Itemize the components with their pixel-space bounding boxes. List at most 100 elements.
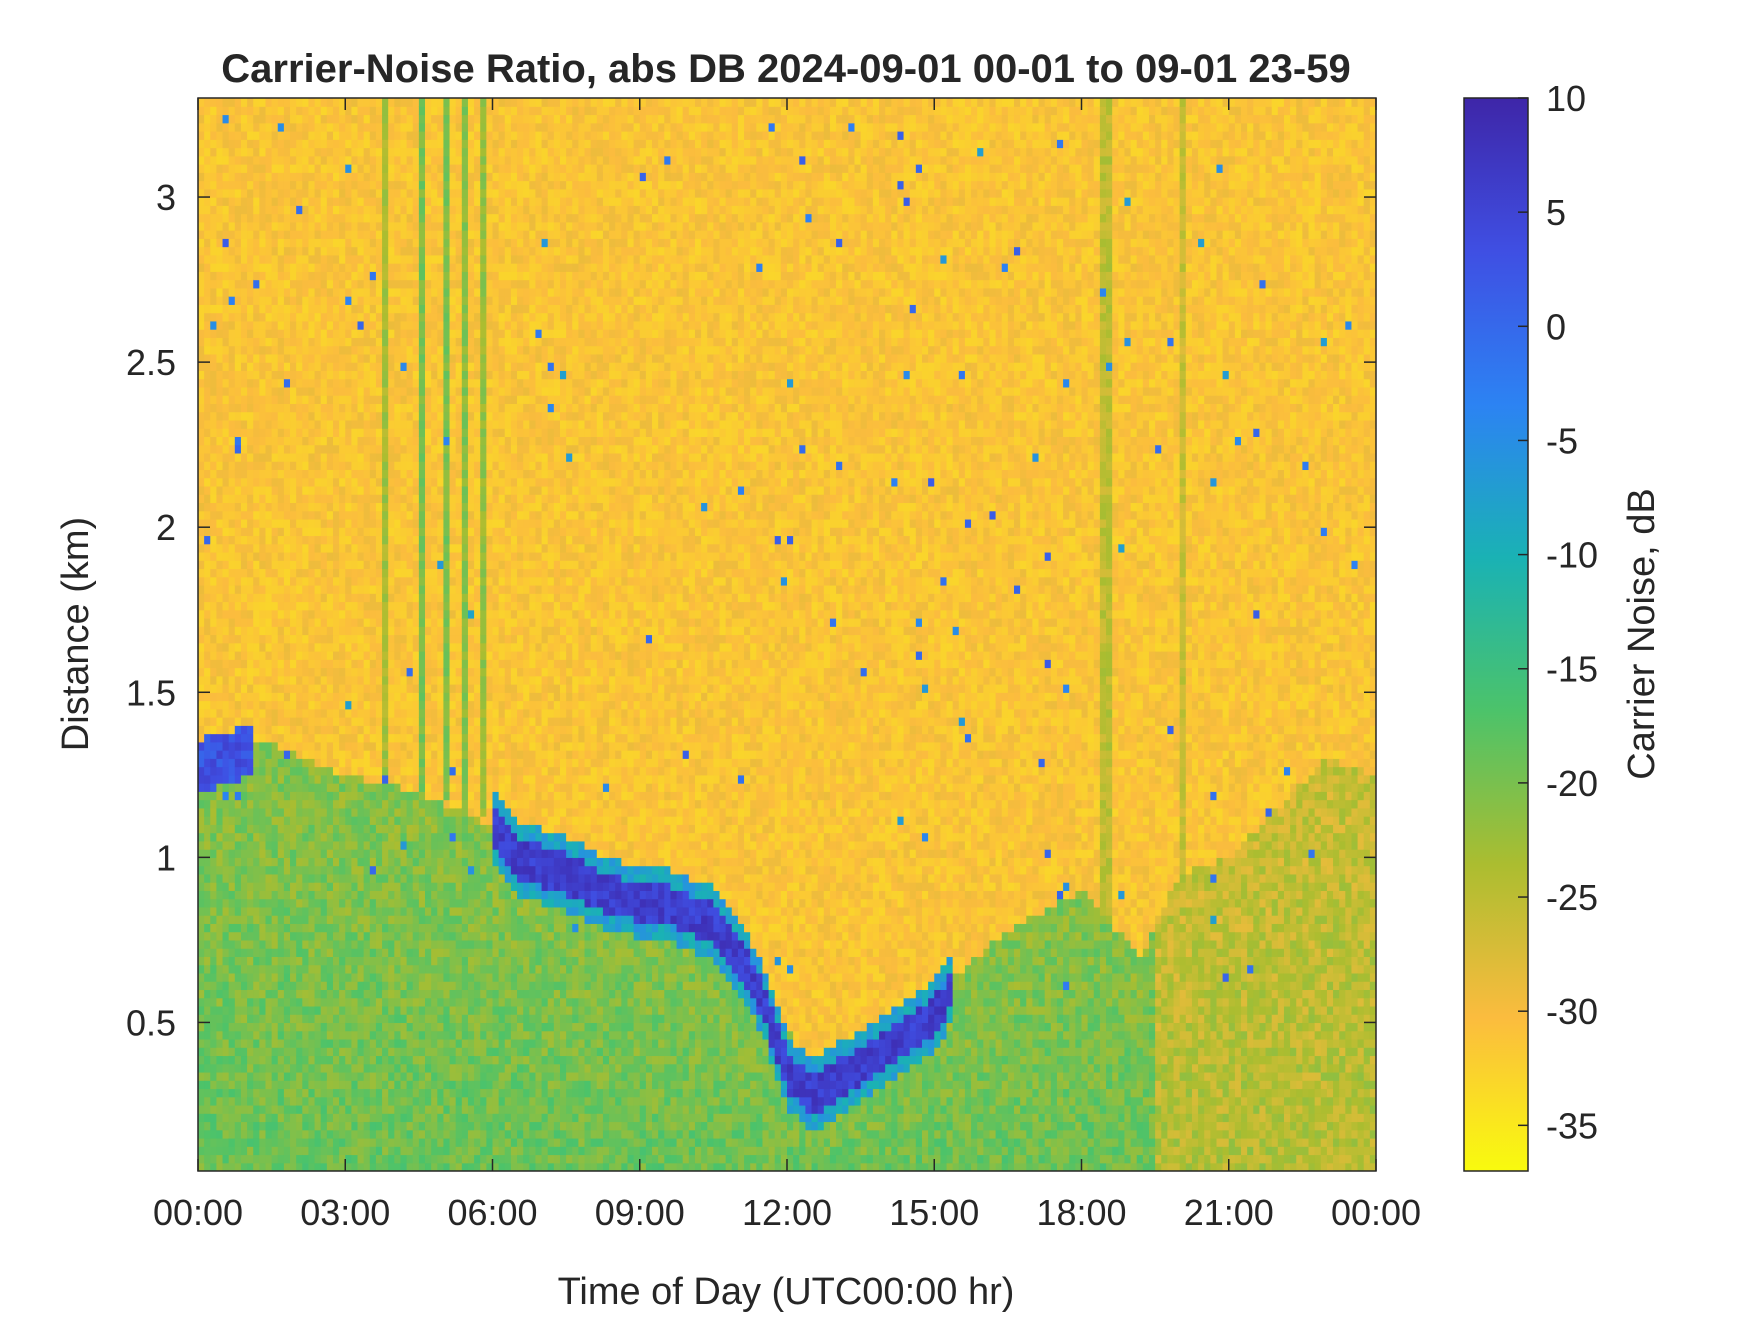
heatmap-cell bbox=[363, 370, 371, 380]
heatmap-cell bbox=[290, 593, 297, 603]
heatmap-cell bbox=[375, 296, 383, 305]
heatmap-cell bbox=[339, 832, 346, 842]
heatmap-cell bbox=[216, 518, 224, 528]
heatmap-cell bbox=[406, 172, 414, 182]
heatmap-cell bbox=[240, 667, 248, 677]
heatmap-cell bbox=[363, 667, 371, 677]
heatmap-cell bbox=[308, 461, 316, 471]
heatmap-cell bbox=[283, 197, 291, 206]
heatmap-cell bbox=[332, 774, 340, 784]
heatmap-cell bbox=[228, 271, 236, 281]
heatmap-cell bbox=[290, 725, 297, 735]
heatmap-cell bbox=[271, 353, 279, 363]
heatmap-cell bbox=[382, 560, 389, 570]
heatmap-cell bbox=[351, 345, 359, 355]
heatmap-cell bbox=[308, 213, 316, 223]
heatmap-cell bbox=[247, 320, 254, 330]
heatmap-cell bbox=[290, 494, 297, 504]
heatmap-cell bbox=[339, 114, 346, 124]
heatmap-cell bbox=[290, 1071, 297, 1081]
heatmap-cell bbox=[418, 576, 426, 586]
heatmap-cell bbox=[234, 1014, 242, 1024]
heatmap-cell bbox=[320, 1096, 328, 1106]
heatmap-cell bbox=[271, 139, 279, 149]
heatmap-cell bbox=[271, 1047, 279, 1057]
heatmap-cell bbox=[265, 527, 273, 537]
heatmap-cell bbox=[345, 1154, 352, 1164]
heatmap-cell bbox=[394, 617, 402, 627]
heatmap-cell bbox=[210, 320, 218, 330]
heatmap-cell bbox=[375, 873, 383, 883]
heatmap-cell bbox=[425, 873, 432, 883]
heatmap-cell bbox=[425, 700, 432, 710]
heatmap-cell bbox=[222, 428, 230, 437]
heatmap-cell bbox=[388, 197, 395, 206]
heatmap-cell bbox=[320, 419, 328, 429]
heatmap-cell bbox=[216, 816, 224, 825]
heatmap-cell bbox=[259, 1104, 267, 1114]
heatmap-cell bbox=[290, 461, 297, 471]
heatmap-cell bbox=[277, 155, 285, 165]
heatmap-cell bbox=[290, 717, 297, 726]
heatmap-cell bbox=[375, 923, 383, 933]
heatmap-cell bbox=[345, 807, 352, 817]
heatmap-cell bbox=[406, 609, 414, 619]
heatmap-cell bbox=[240, 651, 248, 660]
heatmap-cell bbox=[290, 890, 297, 900]
heatmap-cell bbox=[290, 882, 297, 891]
heatmap-cell bbox=[425, 816, 432, 825]
heatmap-cell bbox=[357, 857, 365, 867]
heatmap-cell bbox=[332, 626, 340, 636]
heatmap-cell bbox=[351, 386, 359, 396]
heatmap-cell bbox=[271, 816, 279, 825]
heatmap-cell bbox=[277, 1071, 285, 1081]
heatmap-cell bbox=[369, 188, 377, 198]
heatmap-cell bbox=[296, 444, 303, 454]
heatmap-cell bbox=[234, 1038, 242, 1048]
heatmap-cell bbox=[210, 584, 218, 594]
heatmap-cell bbox=[345, 651, 352, 660]
heatmap-cell bbox=[259, 551, 267, 561]
heatmap-cell bbox=[375, 221, 383, 231]
heatmap-cell bbox=[216, 1071, 224, 1081]
heatmap-cell bbox=[339, 329, 346, 338]
heatmap-cell bbox=[406, 997, 414, 1007]
heatmap-cell bbox=[388, 1113, 395, 1123]
heatmap-cell bbox=[271, 378, 279, 388]
heatmap-cell bbox=[369, 494, 377, 504]
heatmap-cell bbox=[406, 122, 414, 132]
heatmap-cell bbox=[253, 791, 260, 801]
heatmap-cell bbox=[222, 353, 230, 363]
heatmap-cell bbox=[204, 1129, 211, 1139]
heatmap-cell bbox=[412, 461, 420, 471]
heatmap-cell bbox=[357, 378, 365, 388]
heatmap-cell bbox=[332, 155, 340, 165]
heatmap-cell bbox=[290, 1055, 297, 1065]
heatmap-cell bbox=[265, 758, 273, 768]
heatmap-cell bbox=[296, 461, 303, 471]
heatmap-cell bbox=[210, 576, 218, 586]
heatmap-cell bbox=[216, 1137, 224, 1147]
heatmap-cell bbox=[228, 931, 236, 941]
heatmap-cell bbox=[375, 1137, 383, 1147]
heatmap-cell bbox=[240, 882, 248, 891]
heatmap-cell bbox=[271, 395, 279, 404]
heatmap-cell bbox=[210, 510, 218, 520]
heatmap-cell bbox=[418, 477, 426, 487]
heatmap-cell bbox=[198, 485, 205, 495]
heatmap-cell bbox=[382, 601, 389, 611]
heatmap-cell bbox=[253, 1047, 260, 1057]
heatmap-cell bbox=[234, 791, 242, 801]
heatmap-cell bbox=[204, 659, 211, 669]
heatmap-cell bbox=[326, 601, 334, 611]
heatmap-cell bbox=[222, 485, 230, 495]
heatmap-cell bbox=[326, 1030, 334, 1040]
heatmap-cell bbox=[253, 948, 260, 957]
heatmap-cell bbox=[394, 684, 402, 693]
heatmap-cell bbox=[418, 1088, 426, 1098]
heatmap-cell bbox=[216, 312, 224, 322]
heatmap-cell bbox=[290, 403, 297, 413]
heatmap-cell bbox=[400, 997, 408, 1007]
heatmap-cell bbox=[228, 1088, 236, 1098]
heatmap-cell bbox=[290, 783, 297, 792]
